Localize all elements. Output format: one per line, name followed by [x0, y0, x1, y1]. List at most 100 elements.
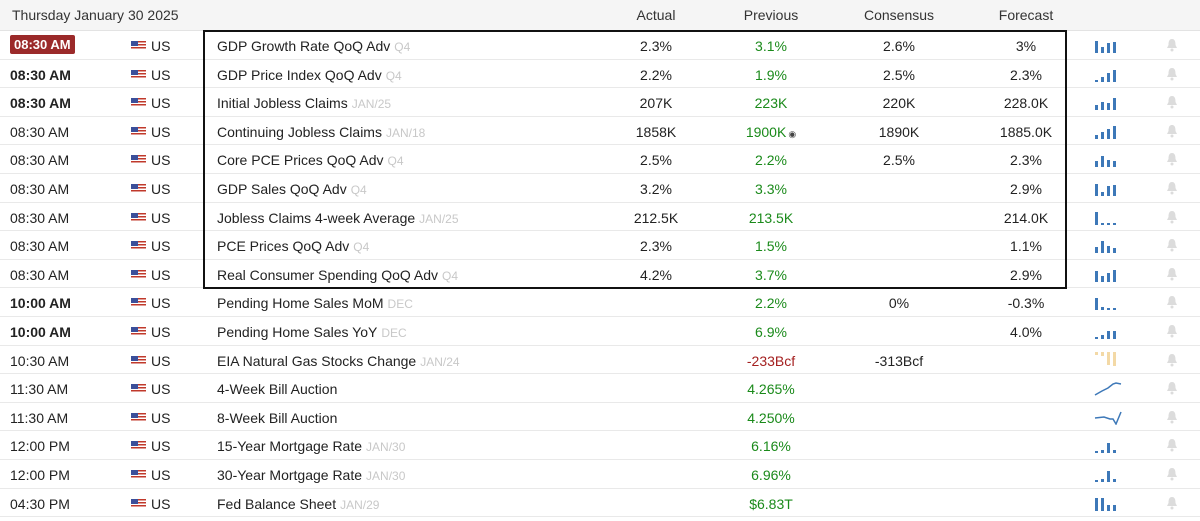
bar-sparkline-icon[interactable] [1094, 294, 1122, 311]
event-country: US [151, 323, 171, 340]
bar-sparkline-icon[interactable] [1094, 237, 1122, 254]
event-name[interactable]: Initial Jobless Claims JAN/25 [217, 95, 391, 111]
bell-icon[interactable] [1166, 467, 1178, 481]
column-header-forecast[interactable]: Forecast [998, 7, 1054, 23]
event-row[interactable]: 08:30 AM US GDP Sales QoQ Adv Q4 3.2% 3.3… [0, 174, 1200, 203]
bell-icon[interactable] [1166, 496, 1178, 510]
revised-indicator-icon[interactable]: ◉ [788, 128, 797, 139]
event-row[interactable]: 10:00 AM US Pending Home Sales YoY DEC 6.… [0, 317, 1200, 346]
event-name-text[interactable]: GDP Sales QoQ Adv [217, 180, 347, 197]
event-row[interactable]: 10:30 AM US EIA Natural Gas Stocks Chang… [0, 346, 1200, 375]
event-row[interactable]: 12:00 PM US 15-Year Mortgage Rate JAN/30 … [0, 431, 1200, 460]
bell-icon[interactable] [1166, 324, 1178, 338]
event-row[interactable]: 10:00 AM US Pending Home Sales MoM DEC 2.… [0, 288, 1200, 317]
event-row[interactable]: 08:30 AM US PCE Prices QoQ Adv Q4 2.3% 1.… [0, 231, 1200, 260]
event-country: US [151, 123, 171, 140]
bar-sparkline-icon[interactable] [1094, 466, 1122, 482]
event-name[interactable]: 30-Year Mortgage Rate JAN/30 [217, 467, 405, 483]
bell-icon[interactable] [1166, 238, 1178, 252]
bell-icon[interactable] [1166, 124, 1178, 138]
event-name[interactable]: PCE Prices QoQ Adv Q4 [217, 238, 369, 254]
bell-icon[interactable] [1166, 381, 1178, 395]
bar-sparkline-icon[interactable] [1094, 123, 1122, 139]
bar-sparkline-icon[interactable] [1094, 266, 1122, 282]
event-name-text[interactable]: GDP Growth Rate QoQ Adv [217, 38, 391, 54]
us-flag-icon [131, 298, 146, 308]
event-time: 08:30 AM [10, 152, 70, 169]
bar-sparkline-icon[interactable] [1094, 495, 1122, 511]
event-name-text[interactable]: Jobless Claims 4-week Average [217, 209, 416, 226]
event-name[interactable]: EIA Natural Gas Stocks Change JAN/24 [217, 353, 460, 369]
bar-sparkline-icon[interactable] [1094, 180, 1122, 196]
bell-icon[interactable] [1166, 152, 1178, 166]
bell-icon[interactable] [1166, 181, 1178, 195]
bell-icon[interactable] [1166, 295, 1178, 309]
bell-icon[interactable] [1166, 210, 1178, 224]
event-row[interactable]: 12:00 PM US 30-Year Mortgage Rate JAN/30 … [0, 460, 1200, 489]
event-row[interactable]: 08:30 AM US Jobless Claims 4-week Averag… [0, 203, 1200, 232]
event-name-text[interactable]: EIA Natural Gas Stocks Change [217, 352, 417, 369]
event-actual: 2.5% [640, 152, 672, 169]
event-name-text[interactable]: Initial Jobless Claims [217, 95, 348, 112]
event-name-text[interactable]: Pending Home Sales YoY [217, 323, 378, 340]
event-row[interactable]: 11:30 AM US 8-Week Bill Auction 4.250% [0, 403, 1200, 432]
event-name[interactable]: Continuing Jobless Claims JAN/18 [217, 124, 425, 140]
bar-sparkline-icon[interactable] [1094, 66, 1122, 82]
event-row[interactable]: 08:30 AM US GDP Price Index QoQ Adv Q4 2.… [0, 60, 1200, 89]
bell-icon[interactable] [1166, 353, 1178, 367]
event-name[interactable]: 4-Week Bill Auction [217, 381, 341, 397]
bell-icon[interactable] [1166, 38, 1178, 52]
bell-icon[interactable] [1166, 267, 1178, 281]
bar-sparkline-icon[interactable] [1094, 94, 1122, 111]
event-country: US [151, 238, 171, 255]
event-name-text[interactable]: 15-Year Mortgage Rate [217, 438, 363, 455]
event-name-text[interactable]: Continuing Jobless Claims [217, 123, 382, 140]
event-name[interactable]: GDP Growth Rate QoQ Adv Q4 [217, 38, 410, 54]
event-name[interactable]: Real Consumer Spending QoQ Adv Q4 [217, 267, 458, 283]
bar-sparkline-icon[interactable] [1094, 209, 1122, 225]
column-header-consensus[interactable]: Consensus [863, 7, 935, 23]
event-name[interactable]: Core PCE Prices QoQ Adv Q4 [217, 152, 404, 168]
event-row[interactable]: 08:30 AM US Continuing Jobless Claims JAN… [0, 117, 1200, 146]
event-name[interactable]: Jobless Claims 4-week Average JAN/25 [217, 210, 459, 226]
event-row[interactable]: 04:30 PM US Fed Balance Sheet JAN/29 $6.8… [0, 489, 1200, 518]
event-row[interactable]: 08:30 AM US GDP Growth Rate QoQ Adv Q4 2.… [0, 31, 1200, 60]
event-country: US [151, 352, 171, 369]
event-name[interactable]: Pending Home Sales YoY DEC [217, 324, 407, 340]
event-name-text[interactable]: Core PCE Prices QoQ Adv [217, 152, 384, 169]
line-sparkline-icon[interactable] [1094, 380, 1122, 396]
column-header-previous[interactable]: Previous [743, 7, 799, 23]
bar-sparkline-icon[interactable] [1094, 37, 1122, 53]
bar-sparkline-icon[interactable] [1094, 437, 1122, 454]
bell-icon[interactable] [1166, 67, 1178, 81]
event-row[interactable]: 08:30 AM US Real Consumer Spending QoQ A… [0, 260, 1200, 289]
bar-sparkline-icon[interactable] [1094, 323, 1122, 339]
us-flag-icon [131, 212, 146, 222]
line-sparkline-icon[interactable] [1094, 409, 1122, 425]
event-name[interactable]: Fed Balance Sheet JAN/29 [217, 496, 379, 512]
event-name[interactable]: 8-Week Bill Auction [217, 410, 341, 426]
event-row[interactable]: 08:30 AM US Initial Jobless Claims JAN/25… [0, 88, 1200, 117]
event-name[interactable]: GDP Price Index QoQ Adv Q4 [217, 67, 402, 83]
column-header-actual[interactable]: Actual [636, 7, 676, 23]
event-name-text[interactable]: 30-Year Mortgage Rate [217, 466, 363, 483]
event-country: US [151, 466, 171, 483]
event-name-text[interactable]: Fed Balance Sheet [217, 495, 337, 512]
bell-icon[interactable] [1166, 95, 1178, 109]
event-name[interactable]: 15-Year Mortgage Rate JAN/30 [217, 438, 405, 454]
event-name-text[interactable]: 8-Week Bill Auction [217, 409, 338, 426]
event-name-text[interactable]: Real Consumer Spending QoQ Adv [217, 266, 439, 283]
bar-sparkline-icon[interactable] [1094, 151, 1122, 168]
bell-icon[interactable] [1166, 410, 1178, 424]
event-name-text[interactable]: Pending Home Sales MoM [217, 295, 384, 312]
event-name-text[interactable]: GDP Price Index QoQ Adv [217, 66, 382, 83]
bar-sparkline-icon[interactable] [1094, 351, 1122, 368]
event-time: 08:30 AM [10, 95, 71, 112]
bell-icon[interactable] [1166, 438, 1178, 452]
event-name-text[interactable]: 4-Week Bill Auction [217, 381, 338, 398]
event-name-text[interactable]: PCE Prices QoQ Adv [217, 238, 350, 255]
event-row[interactable]: 08:30 AM US Core PCE Prices QoQ Adv Q4 2.… [0, 145, 1200, 174]
event-name[interactable]: Pending Home Sales MoM DEC [217, 295, 413, 311]
event-name[interactable]: GDP Sales QoQ Adv Q4 [217, 181, 367, 197]
event-row[interactable]: 11:30 AM US 4-Week Bill Auction 4.265% [0, 374, 1200, 403]
